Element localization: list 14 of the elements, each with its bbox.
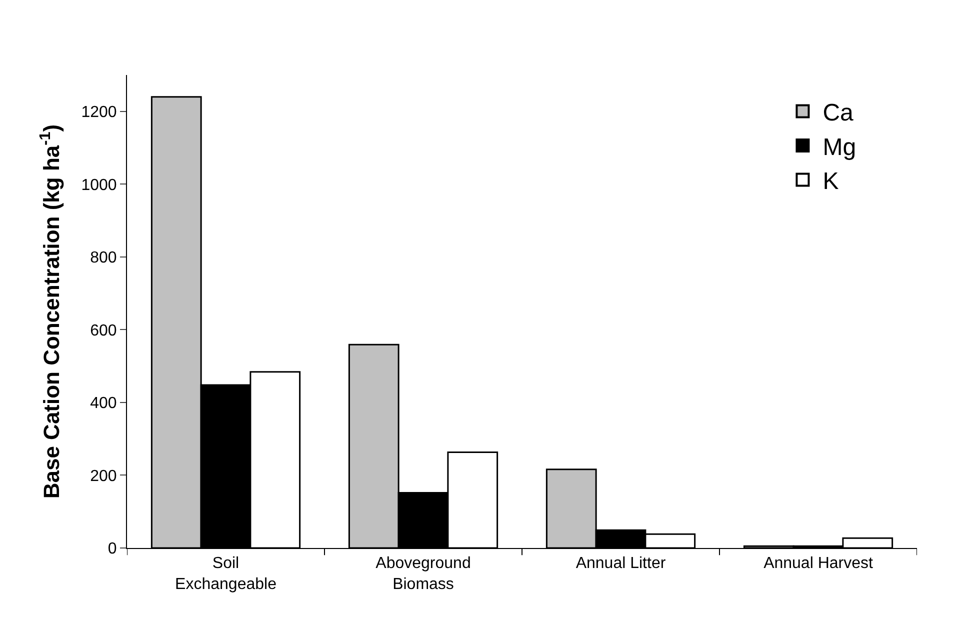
legend-label: K <box>822 168 839 196</box>
legend-label: Ca <box>822 100 854 127</box>
legend-label: Mg <box>822 134 856 161</box>
x-tick-label: Aboveground Biomass <box>376 555 471 593</box>
y-tick-label: 600 <box>90 322 117 340</box>
y-tick-label: 800 <box>90 250 117 267</box>
y-tick-label: 1000 <box>81 176 117 194</box>
x-tick-label: Annual Harvest <box>764 555 874 572</box>
y-tick-label: 0 <box>108 540 117 558</box>
y-tick-label: 200 <box>90 468 117 485</box>
y-tick-label: 1200 <box>81 104 117 121</box>
x-tick-label: Soil Exchangeable <box>175 555 277 593</box>
y-tick-label: 400 <box>90 395 117 412</box>
x-tick-label: Annual Litter <box>576 555 666 572</box>
